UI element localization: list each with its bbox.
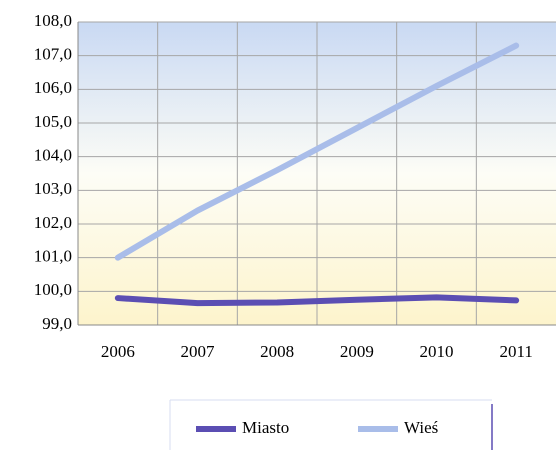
y-tick-label: 107,0 [34, 45, 72, 64]
x-tick-label: 2007 [181, 342, 216, 361]
y-tick-label: 99,0 [42, 314, 72, 333]
y-tick-label: 103,0 [34, 179, 72, 198]
y-tick-label: 104,0 [34, 146, 72, 165]
legend-label: Wieś [404, 418, 438, 437]
y-tick-label: 106,0 [34, 78, 72, 97]
x-tick-label: 2006 [101, 342, 135, 361]
x-tick-label: 2009 [340, 342, 374, 361]
y-tick-label: 100,0 [34, 280, 72, 299]
y-tick-label: 108,0 [34, 11, 72, 30]
legend-label: Miasto [242, 418, 289, 437]
series-line [114, 294, 520, 307]
y-tick-label: 102,0 [34, 213, 72, 232]
y-tick-label: 105,0 [34, 112, 72, 131]
x-tick-label: 2010 [420, 342, 454, 361]
x-tick-label: 2008 [260, 342, 294, 361]
y-tick-label: 101,0 [34, 247, 72, 266]
legend: Miasto Wieś [169, 399, 493, 450]
series-line [114, 42, 520, 261]
x-tick-label: 2011 [499, 342, 532, 361]
